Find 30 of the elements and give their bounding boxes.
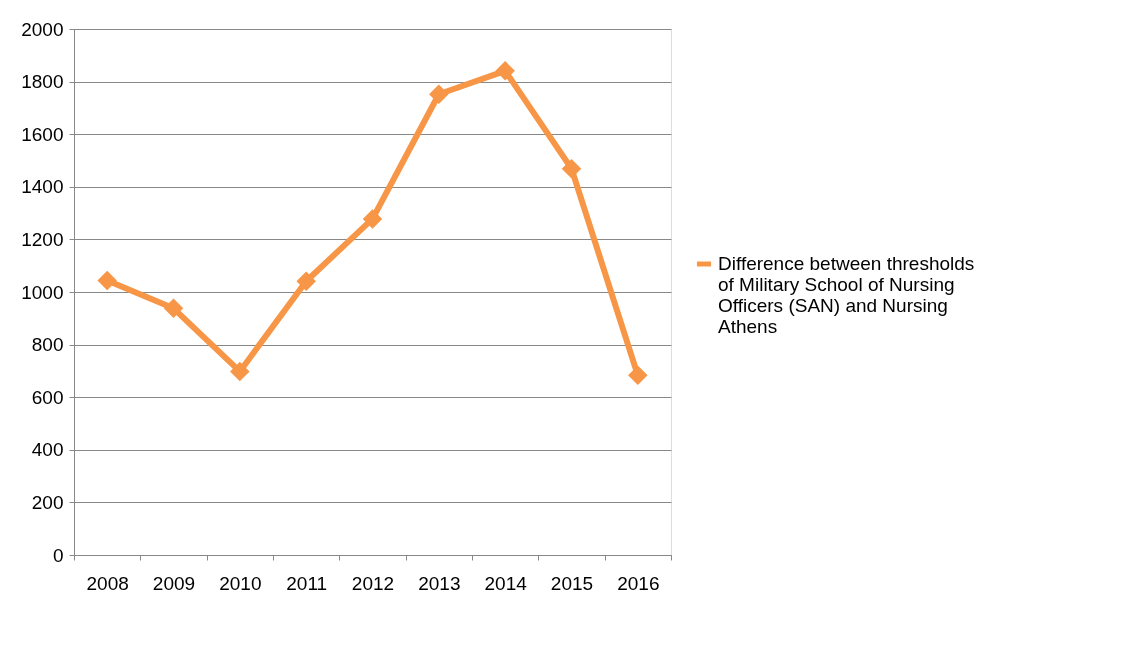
y-tick-label: 1000 bbox=[21, 281, 64, 303]
y-tick-label: 2000 bbox=[21, 18, 64, 40]
x-tick-label: 2009 bbox=[152, 572, 196, 594]
point bbox=[561, 158, 582, 179]
y-tick-label: 1200 bbox=[21, 228, 64, 250]
y-tick-label: 200 bbox=[31, 491, 64, 513]
point bbox=[296, 271, 316, 291]
x-tick-label: 2015 bbox=[550, 572, 594, 594]
y-tick-label: 600 bbox=[31, 386, 64, 408]
x-tick-label: 2011 bbox=[286, 572, 328, 594]
legend-label: Difference between thresholds of Military School of Nursing Officers (SAN) and Nursing Athens bbox=[718, 253, 975, 337]
x-tick-label: 2014 bbox=[484, 572, 528, 594]
point bbox=[362, 209, 383, 229]
point bbox=[429, 84, 449, 104]
x-tick-label: 2010 bbox=[219, 572, 262, 594]
point bbox=[163, 298, 184, 319]
point bbox=[628, 365, 648, 386]
x-tick-label: 2012 bbox=[351, 572, 395, 594]
x-tick-label: 2008 bbox=[86, 572, 129, 594]
y-tick-label: 1600 bbox=[21, 123, 64, 145]
y-tick-label: 0 bbox=[52, 544, 64, 566]
x-tick-label: 2016 bbox=[617, 572, 660, 594]
y-tick-label: 1800 bbox=[21, 71, 64, 93]
y-tick-label: 800 bbox=[31, 334, 64, 356]
point bbox=[495, 61, 515, 81]
point bbox=[97, 270, 117, 291]
point bbox=[230, 361, 250, 382]
x-tick-label: 2013 bbox=[418, 572, 461, 594]
y-tick-label: 1400 bbox=[21, 176, 64, 198]
y-tick-label: 400 bbox=[31, 439, 64, 461]
